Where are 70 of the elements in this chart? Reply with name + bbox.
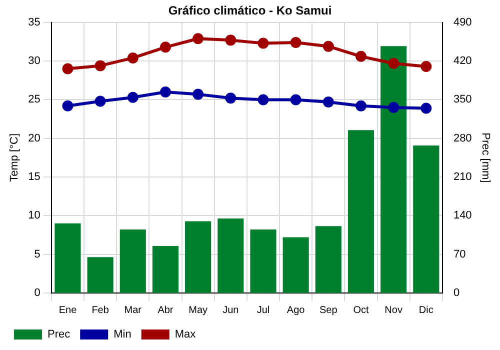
y2-tick-label: 280 (453, 132, 472, 144)
legend-label: Max (174, 328, 196, 341)
point (192, 33, 204, 44)
y2-tick-label: 70 (453, 248, 466, 260)
y2-tick-label: 350 (453, 94, 472, 106)
point (388, 102, 400, 113)
point (258, 94, 269, 106)
point (322, 96, 334, 108)
legend-label: Min (114, 328, 132, 341)
point (290, 94, 302, 106)
y2-tick-label: 490 (453, 16, 472, 28)
point (94, 60, 106, 72)
x-tick-label: Jul (256, 304, 270, 316)
x-tick-label: Ene (58, 304, 78, 316)
point (225, 34, 236, 46)
y-tick-label: 5 (34, 248, 40, 260)
y-tick-label: 35 (28, 16, 40, 28)
y-axis-title: Temp [°C] (8, 133, 21, 182)
point (420, 102, 432, 114)
point (290, 37, 302, 48)
bar (413, 146, 440, 293)
y-tick-label: 10 (28, 210, 40, 222)
bar (185, 221, 212, 293)
bar (120, 229, 146, 293)
point (225, 92, 236, 104)
point (160, 86, 171, 98)
bar (152, 246, 179, 293)
x-tick-label: Sep (320, 304, 338, 316)
y2-axis-title: Prec [mm] (479, 132, 492, 183)
x-tick-label: Abr (158, 304, 174, 316)
bar (380, 46, 407, 293)
point (355, 50, 366, 62)
y2-tick-label: 140 (453, 210, 472, 222)
x-tick-label: Feb (92, 304, 110, 316)
x-tick-label: Nov (384, 304, 402, 316)
y2-tick-label: 420 (453, 55, 472, 68)
point (192, 88, 204, 100)
bar (87, 257, 114, 293)
y-tick-label: 30 (28, 55, 40, 68)
x-tick-label: Jun (222, 304, 239, 316)
y2-tick-label: 210 (453, 171, 472, 184)
legend-label: Prec (48, 328, 71, 341)
point (62, 63, 74, 74)
x-tick-label: Mar (124, 304, 142, 316)
bar (54, 223, 81, 293)
bar (282, 237, 309, 293)
point (388, 58, 400, 69)
bar (218, 218, 244, 293)
point (127, 92, 138, 103)
point (94, 96, 106, 107)
point (160, 42, 171, 53)
point (62, 100, 74, 112)
point (355, 100, 366, 112)
bar (348, 130, 374, 293)
point (258, 38, 269, 49)
x-tick-label: Ago (286, 304, 306, 316)
x-tick-label: Dic (418, 304, 434, 316)
chart-title: Gráfico climático - Ko Samui (168, 4, 332, 18)
point (127, 52, 138, 64)
bar (315, 226, 342, 293)
y-tick-label: 20 (28, 132, 40, 144)
y-tick-label: 0 (34, 287, 40, 300)
y-tick-label: 25 (28, 94, 40, 106)
bar (250, 229, 276, 293)
point (420, 60, 432, 72)
y2-tick-label: 0 (453, 287, 460, 300)
y-tick-label: 15 (28, 171, 40, 184)
point (322, 40, 334, 52)
x-tick-label: May (188, 304, 208, 316)
x-tick-label: Oct (353, 304, 369, 316)
